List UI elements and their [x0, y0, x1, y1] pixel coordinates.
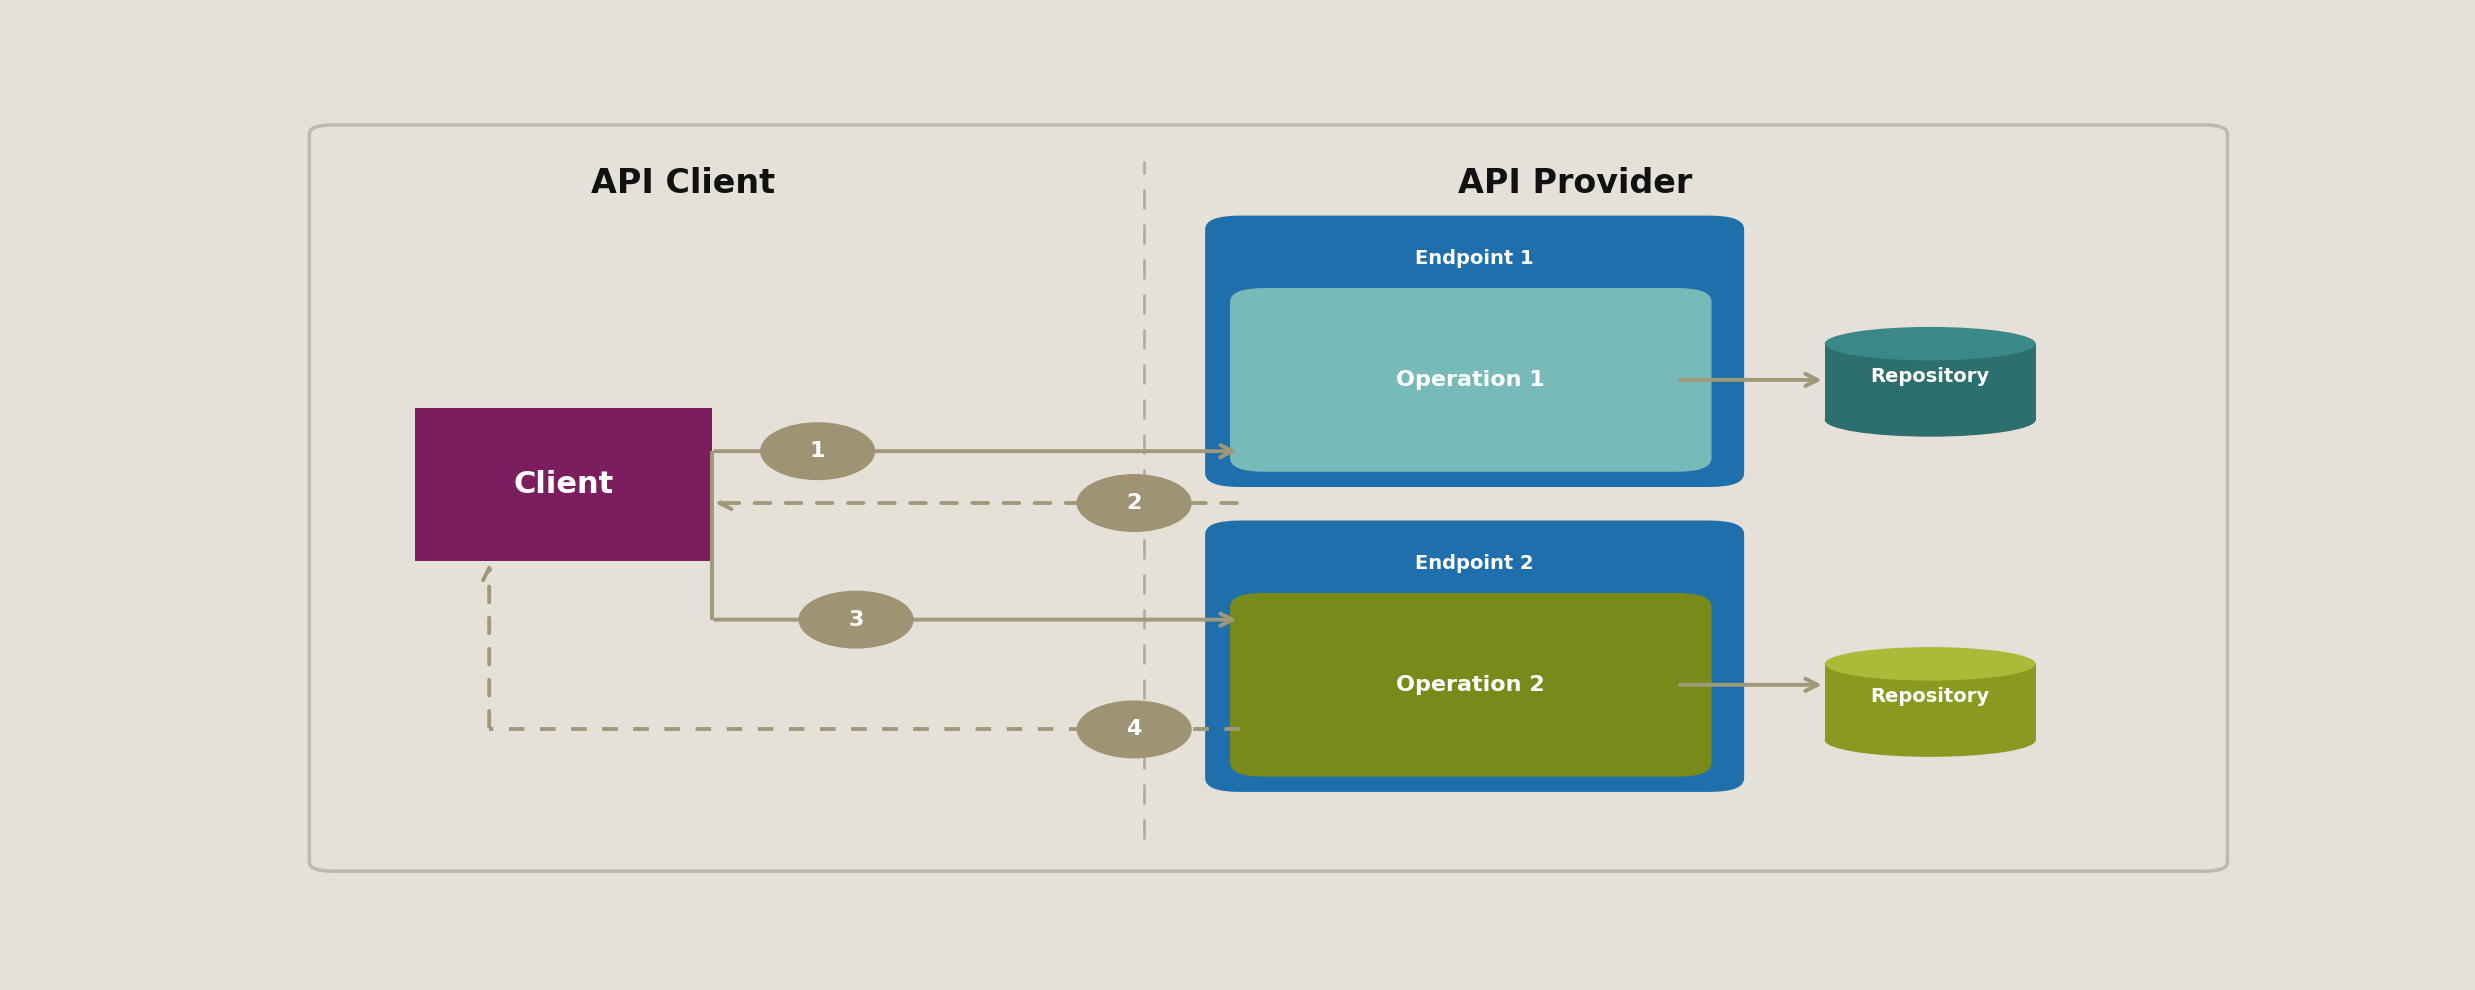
FancyBboxPatch shape — [416, 409, 713, 561]
Text: API Client: API Client — [592, 167, 775, 200]
Text: Operation 2: Operation 2 — [1396, 675, 1544, 695]
Text: 1: 1 — [809, 442, 827, 461]
FancyBboxPatch shape — [1230, 288, 1713, 472]
Text: 4: 4 — [1126, 720, 1141, 740]
Text: Endpoint 2: Endpoint 2 — [1416, 553, 1534, 573]
Text: Operation 1: Operation 1 — [1396, 370, 1544, 390]
Text: Client: Client — [512, 470, 614, 499]
Text: Endpoint 1: Endpoint 1 — [1416, 248, 1534, 268]
Text: 2: 2 — [1126, 493, 1141, 513]
Text: Repository: Repository — [1871, 687, 1990, 707]
Ellipse shape — [1824, 724, 2034, 756]
Text: Repository: Repository — [1871, 367, 1990, 386]
FancyBboxPatch shape — [309, 125, 2228, 871]
Text: 3: 3 — [849, 610, 864, 630]
Ellipse shape — [1077, 701, 1190, 758]
Ellipse shape — [799, 591, 913, 648]
Bar — [1824, 344, 2034, 420]
FancyBboxPatch shape — [1230, 593, 1713, 777]
Ellipse shape — [1824, 403, 2034, 437]
Bar — [1824, 664, 2034, 741]
FancyBboxPatch shape — [1205, 521, 1745, 792]
FancyBboxPatch shape — [1205, 216, 1745, 487]
Text: API Provider: API Provider — [1458, 167, 1693, 200]
Ellipse shape — [760, 422, 876, 480]
Ellipse shape — [1077, 474, 1190, 532]
Ellipse shape — [1824, 647, 2034, 680]
Ellipse shape — [1824, 327, 2034, 360]
